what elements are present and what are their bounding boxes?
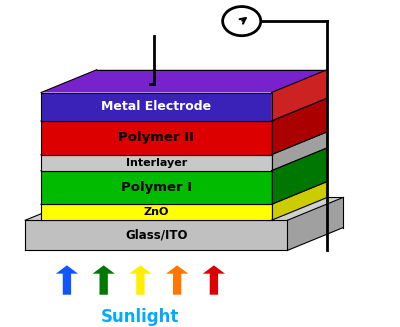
Polygon shape: [41, 155, 272, 171]
Text: Interlayer: Interlayer: [126, 158, 187, 168]
Text: Glass/ITO: Glass/ITO: [125, 229, 188, 242]
Text: Metal Electrode: Metal Electrode: [101, 100, 211, 113]
Text: Polymer II: Polymer II: [118, 131, 194, 144]
Polygon shape: [25, 220, 287, 250]
Polygon shape: [272, 70, 327, 121]
Polygon shape: [272, 148, 327, 204]
Polygon shape: [41, 148, 327, 171]
Text: Sunlight: Sunlight: [101, 308, 180, 326]
Polygon shape: [272, 132, 327, 171]
Polygon shape: [41, 98, 327, 121]
Polygon shape: [41, 132, 327, 155]
Circle shape: [223, 7, 261, 36]
Polygon shape: [272, 181, 327, 220]
Polygon shape: [41, 181, 327, 204]
Polygon shape: [41, 93, 272, 121]
Polygon shape: [25, 198, 343, 220]
Polygon shape: [41, 171, 272, 204]
Polygon shape: [41, 204, 272, 220]
Polygon shape: [41, 70, 327, 93]
Text: Polymer I: Polymer I: [121, 181, 192, 194]
Polygon shape: [287, 198, 343, 250]
Polygon shape: [41, 121, 272, 155]
Polygon shape: [272, 98, 327, 155]
Text: ZnO: ZnO: [144, 207, 169, 217]
